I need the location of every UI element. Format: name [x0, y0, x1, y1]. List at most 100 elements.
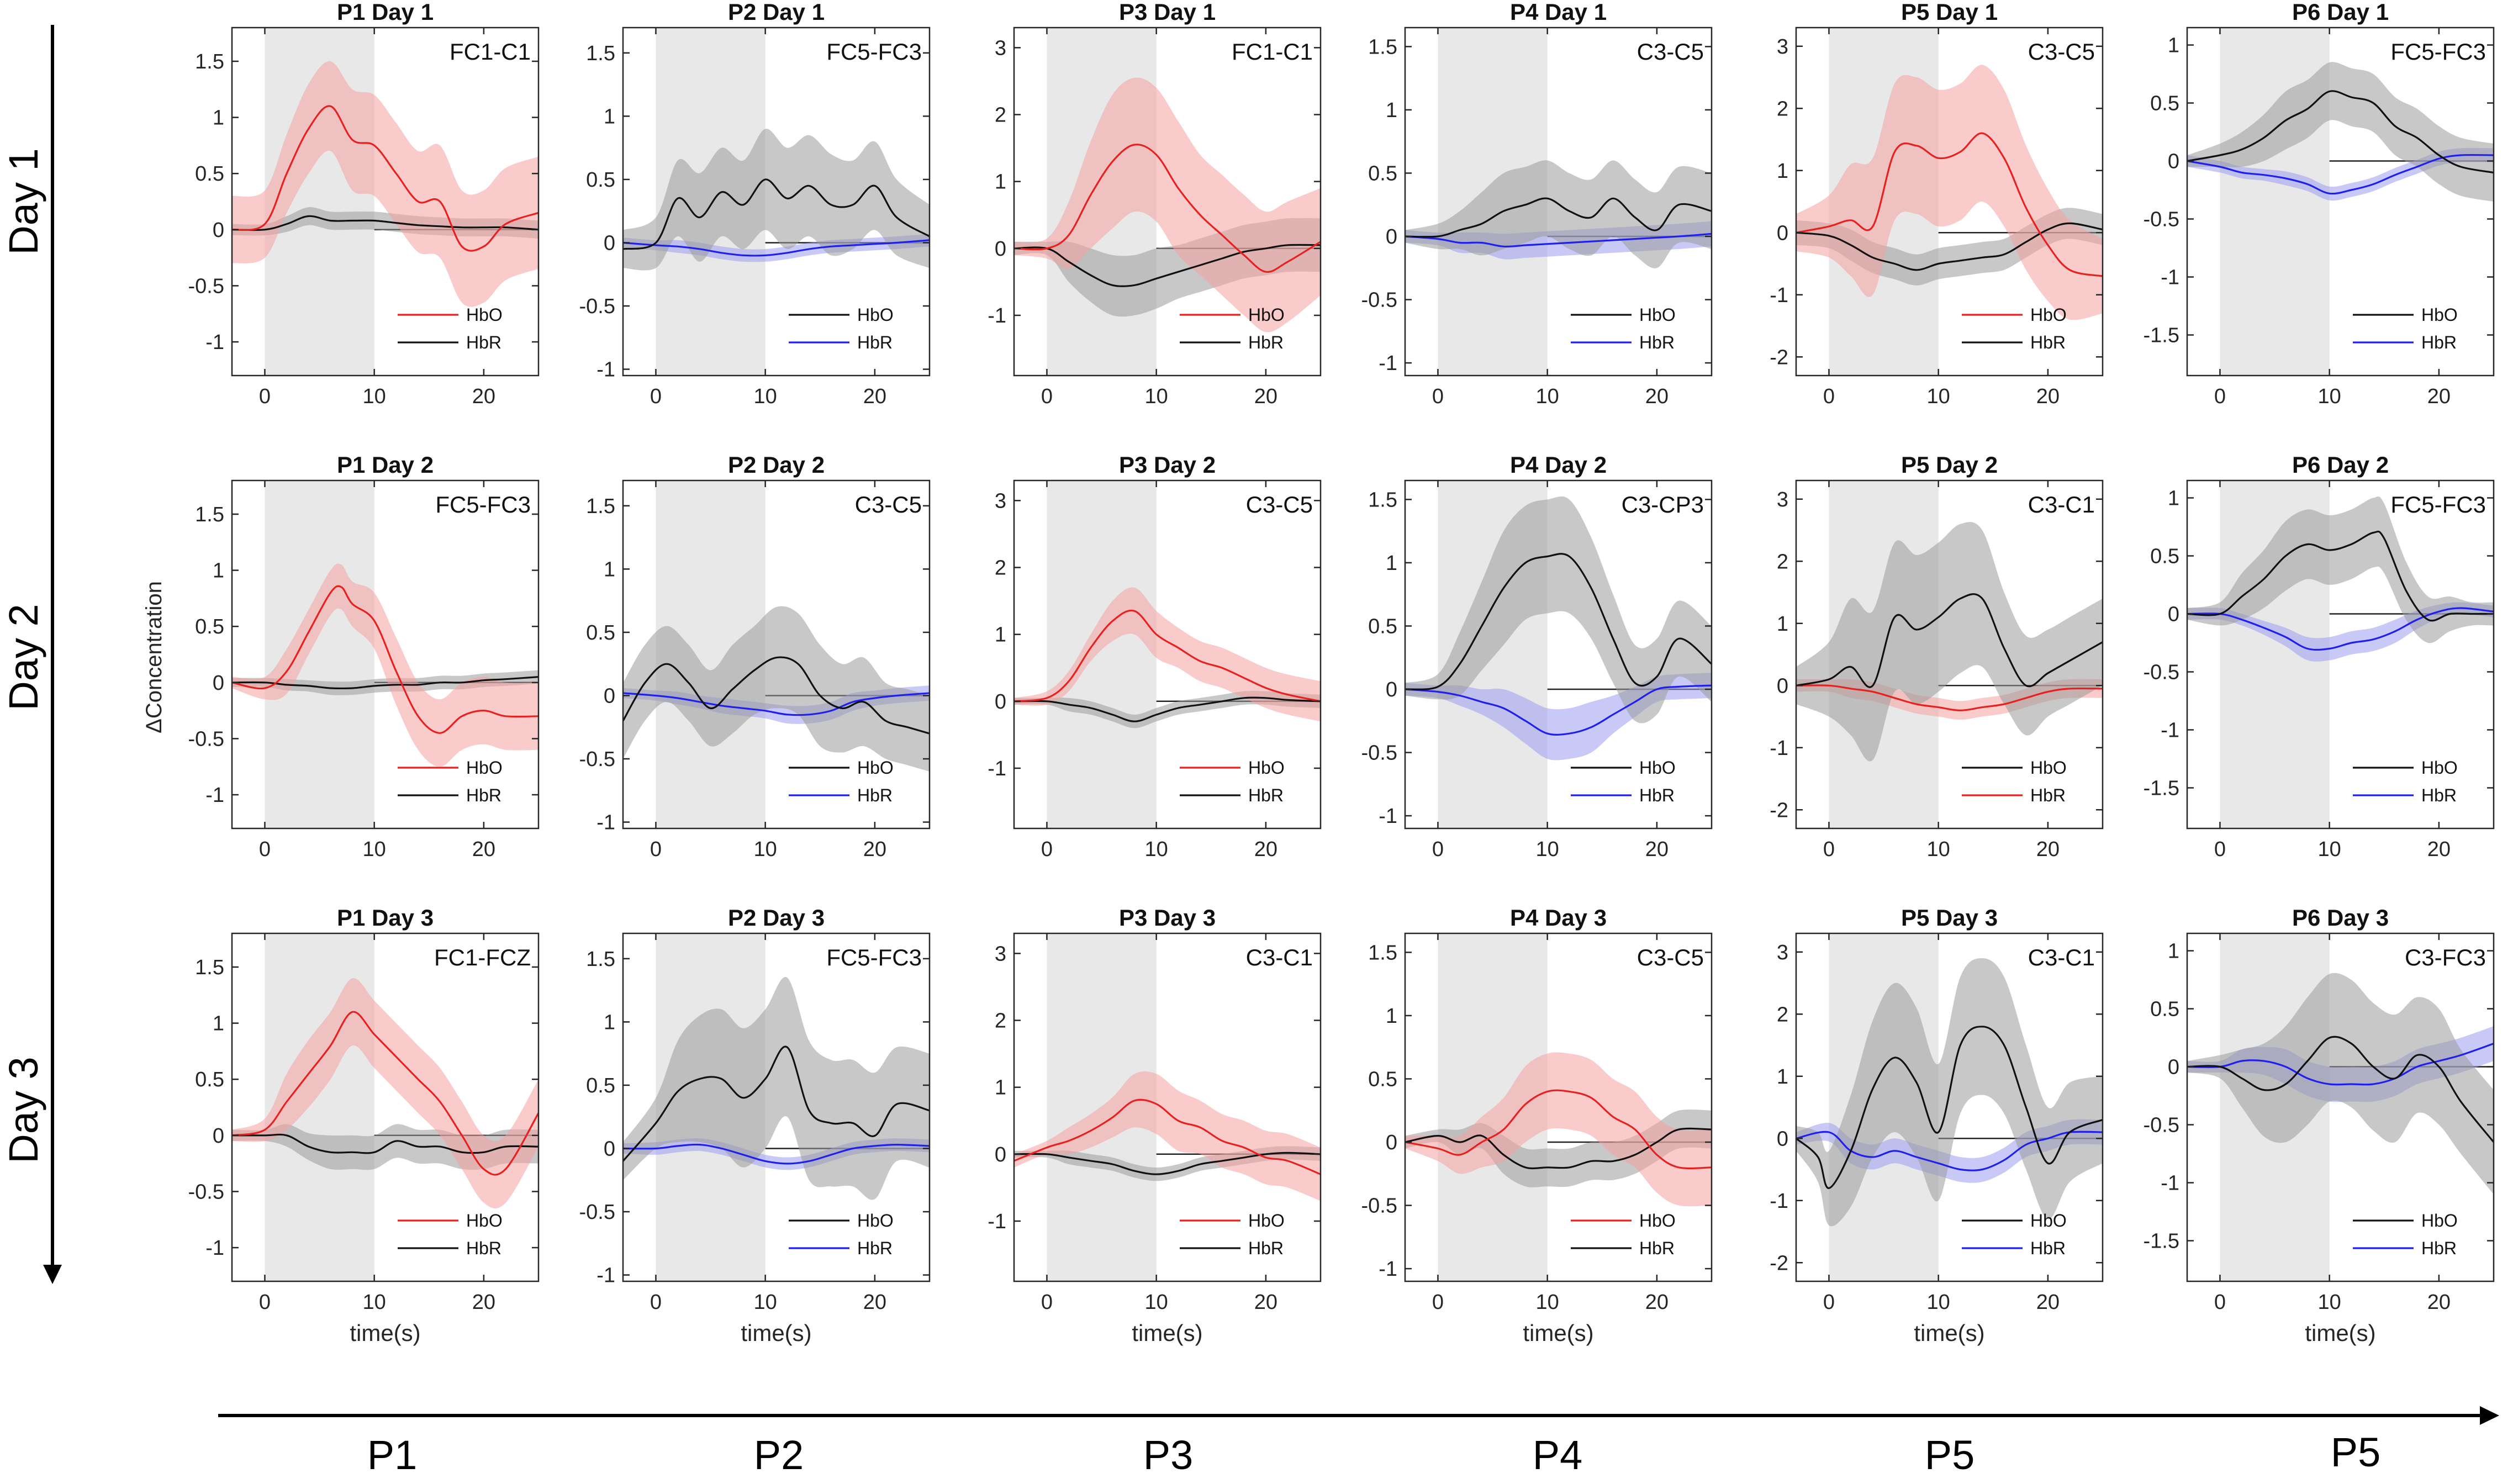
- x-tick-label: 20: [2036, 1291, 2060, 1314]
- y-tick-label: 1.5: [586, 42, 615, 65]
- y-tick-label: 0.5: [586, 168, 615, 192]
- panel-p6-d1: P6 Day 1-1.5-1-0.500.510 10 20FC5-FC3HbOHb…: [2144, 0, 2495, 408]
- x-tick-label: 10: [1536, 385, 1559, 408]
- x-tick-label: 20: [1254, 1291, 1277, 1314]
- y-tick-label: -0.5: [579, 1201, 615, 1224]
- y-tick-label: -1: [205, 1237, 224, 1260]
- panel-p5-d2: P5 Day 2 -2 -1 0 1 2 3 0 10 20 C3-C1 HbO HbR: [1770, 452, 2104, 861]
- panel-title: P4 Day 1: [1510, 0, 1607, 25]
- hbo-line: [623, 656, 930, 735]
- y-tick-label: 1: [1386, 99, 1397, 122]
- legend-label-hbo: HbO: [857, 305, 894, 325]
- y-tick-label: 1: [213, 559, 224, 583]
- panel-p3-d1: P3 Day 1 -1 0 1 2 3 0 10 20 FC1-C1 HbO HbR: [988, 0, 1322, 408]
- y-tick-label: -0.5: [1361, 289, 1397, 312]
- x-tick-label: 20: [1254, 385, 1277, 408]
- y-tick-label: -1: [205, 331, 224, 354]
- x-tick-label: 0: [650, 838, 662, 861]
- y-tick-label: 2: [1777, 97, 1788, 120]
- panel-p1-d1: P1 Day 1 -1 -0.5 0 0.5 1 1.5 0 10 20 FC1-C1 HbO HbR: [188, 0, 540, 408]
- hbo-band: [2187, 496, 2494, 643]
- x-axis-label: time(s): [1523, 1320, 1593, 1346]
- y-tick-label: 0: [995, 1143, 1006, 1166]
- hbo-band: [1405, 160, 1712, 268]
- plot-area: [1014, 77, 1321, 332]
- y-tick-label: 0: [1777, 674, 1788, 698]
- axes-box: [1795, 932, 2104, 1282]
- y-tick-label: -1: [1379, 805, 1397, 828]
- y-tick-label: 0: [604, 1137, 615, 1160]
- panel-p3-d2: P3 Day 2 -1 0 1 2 3 0 10 20 C3-C5 HbO HbR: [988, 452, 1322, 861]
- panel-p1-d2: P1 Day 2 -1 -0.5 0 0.5 1 1.5 0 10 20 FC5-FC3 HbO HbR: [188, 452, 540, 861]
- hbo-line: [2187, 1036, 2494, 1143]
- y-tick-label: 0: [2168, 603, 2179, 626]
- panel-title: P1 Day 3: [337, 905, 434, 931]
- legend-label-hbo: HbO: [1639, 305, 1676, 325]
- hbo-band: [1405, 1052, 1712, 1207]
- axes-box: [2186, 27, 2495, 377]
- panel-title: P4 Day 3: [1510, 905, 1607, 931]
- hbr-line: [2187, 607, 2494, 651]
- y-tick-label: 0.5: [1368, 615, 1397, 638]
- y-tick-label: 1: [1386, 1005, 1397, 1028]
- plot-area: [232, 978, 538, 1209]
- x-tick-label: 20: [1645, 1291, 1669, 1314]
- y-tick-label: 1: [213, 107, 224, 130]
- x-tick-label: 20: [1645, 385, 1669, 408]
- legend-label-hbr: HbR: [466, 1238, 501, 1258]
- hbo-band: [1405, 496, 1712, 723]
- y-tick-label: 2: [995, 557, 1006, 580]
- day-label-3: Day 3: [1, 1057, 46, 1163]
- plot-area: [1796, 65, 2103, 320]
- y-tick-label: -0.5: [188, 727, 224, 751]
- x-tick-label: 0: [1432, 838, 1444, 861]
- y-tick-label: -1: [1379, 352, 1397, 375]
- axes-box: [622, 27, 931, 377]
- hbo-band: [623, 606, 930, 772]
- channel-label: C3-C5: [1637, 944, 1704, 970]
- legend-label-hbr: HbR: [2421, 332, 2457, 352]
- plot-area: [623, 606, 930, 772]
- hbo-band: [623, 129, 930, 271]
- y-tick-label: 0: [213, 672, 224, 695]
- legend-label-hbo: HbO: [2030, 305, 2067, 325]
- y-tick-label: -1.5: [2144, 777, 2179, 800]
- x-tick-label: 20: [863, 838, 886, 861]
- hbo-line: [1014, 609, 1321, 703]
- y-tick-label: 1.5: [1368, 941, 1397, 964]
- x-tick-label: 0: [1041, 1291, 1053, 1314]
- x-tick-label: 0: [1041, 385, 1053, 408]
- panel-title: P4 Day 2: [1510, 452, 1607, 478]
- y-tick-label: -1: [988, 304, 1006, 328]
- y-tick-label: -0.5: [188, 1180, 224, 1203]
- axes-box: [2186, 479, 2495, 830]
- panel-p2-d1: P2 Day 1 -1 -0.5 0 0.5 1 1.5 0 10 20 FC5-FC3 HbO HbR: [579, 0, 931, 408]
- hbo-line: [1796, 593, 2103, 688]
- stimulus-window: [1047, 480, 1157, 828]
- day-label-1: Day 1: [1, 148, 46, 255]
- legend-label-hbr: HbR: [2030, 332, 2066, 352]
- y-tick-label: -1: [2161, 1172, 2179, 1195]
- x-tick-label: 0: [259, 838, 271, 861]
- y-tick-label: 1: [2168, 34, 2179, 57]
- y-tick-label: 0: [1386, 225, 1397, 249]
- legend-label-hbr: HbR: [2421, 1238, 2457, 1258]
- y-tick-label: 1: [995, 1076, 1006, 1100]
- x-tick-label: 0: [1823, 1291, 1835, 1314]
- y-tick-label: 1.5: [1368, 35, 1397, 59]
- x-axis-label: time(s): [2305, 1320, 2375, 1346]
- y-tick-label: 1: [1386, 552, 1397, 575]
- legend-label-hbr: HbR: [1639, 785, 1675, 805]
- hbo-band: [232, 978, 538, 1209]
- y-tick-label: 0: [2168, 150, 2179, 173]
- y-tick-label: 3: [1777, 35, 1788, 59]
- panel-title: P5 Day 3: [1901, 905, 1998, 931]
- hbr-line: [2187, 1042, 2494, 1086]
- x-tick-label: 10: [2318, 385, 2341, 408]
- hbr-line: [1796, 1131, 2103, 1171]
- y-tick-label: 3: [1777, 488, 1788, 511]
- y-tick-label: 1: [604, 1011, 615, 1034]
- plot-area: [2187, 496, 2494, 662]
- axes-box: [1404, 932, 1713, 1282]
- plot-area: [1405, 160, 1712, 268]
